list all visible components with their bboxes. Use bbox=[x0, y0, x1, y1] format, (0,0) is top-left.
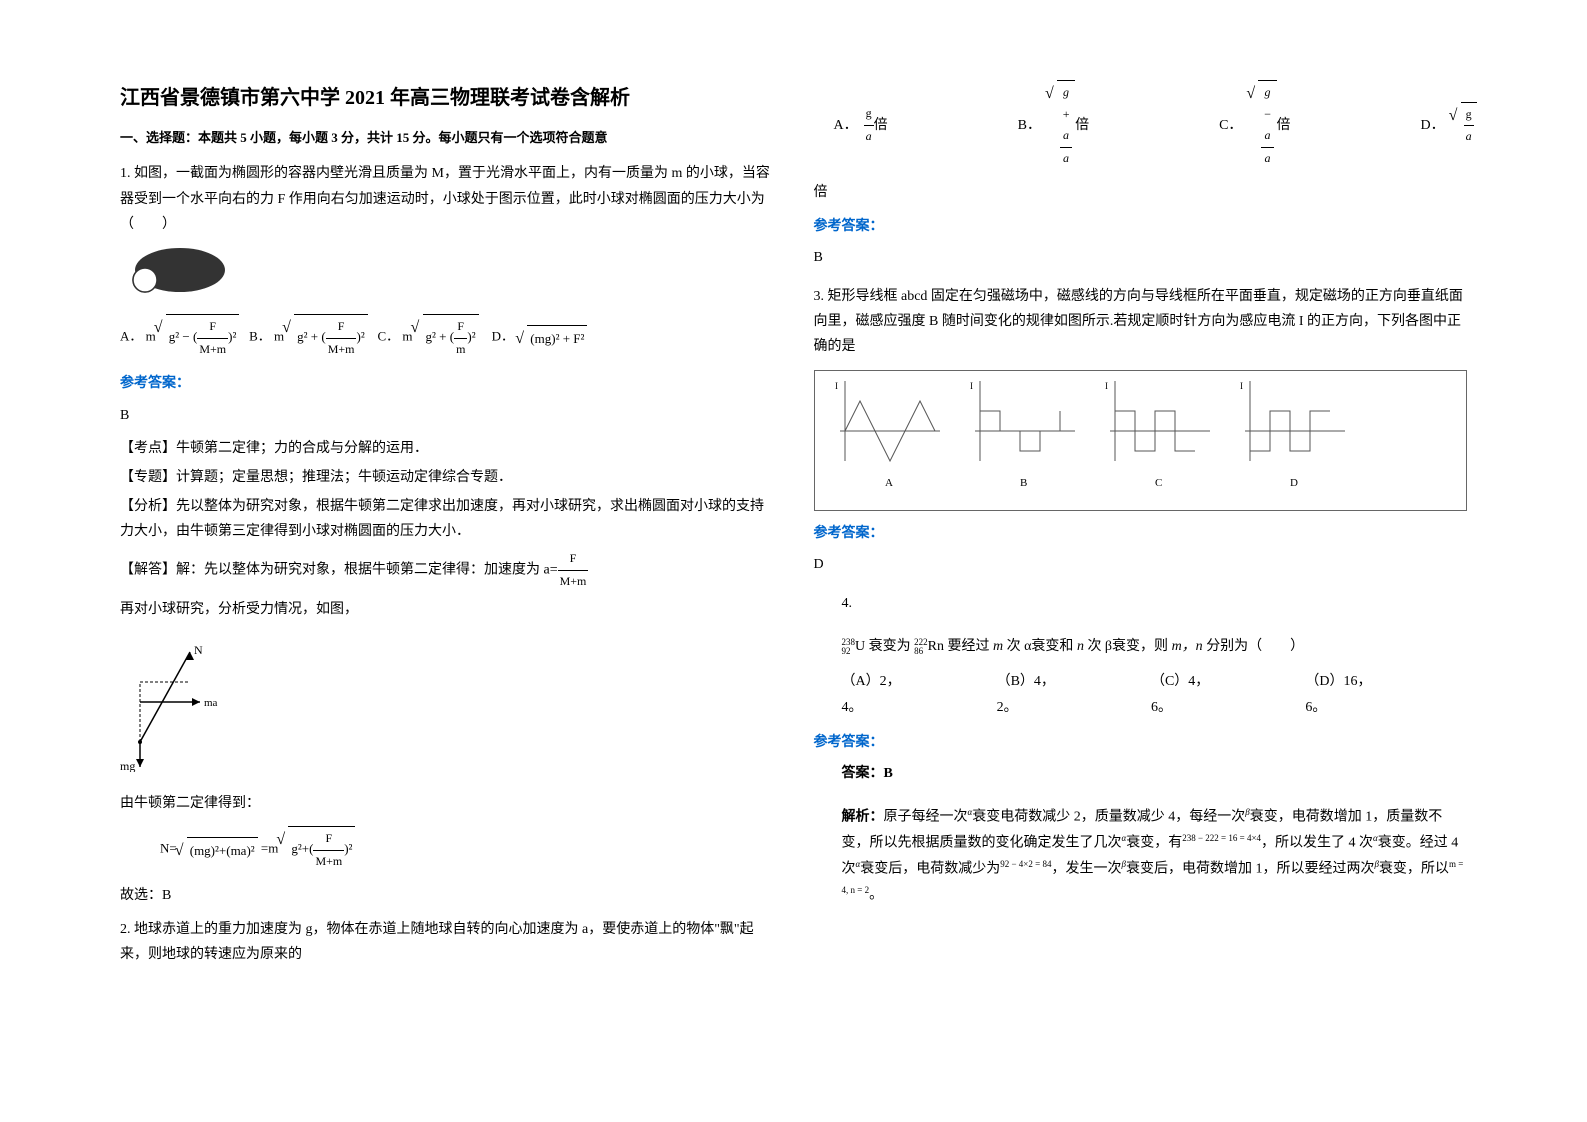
q1-figure bbox=[120, 245, 774, 304]
q3-answer: D bbox=[814, 552, 1468, 577]
q3-figure: I A I B I C bbox=[814, 370, 1468, 511]
q2-answer: B bbox=[814, 245, 1468, 270]
svg-text:ma: ma bbox=[204, 697, 218, 709]
svg-text:D: D bbox=[1290, 477, 1298, 489]
q2-bei: 倍 bbox=[814, 180, 1468, 205]
guxuan: 故选：B bbox=[120, 883, 774, 908]
section-header: 一、选择题：本题共 5 小题，每小题 3 分，共计 15 分。每小题只有一个选项… bbox=[120, 126, 774, 149]
q2-opt-b: B． g + aa 倍 bbox=[1018, 80, 1089, 170]
conclusion: 由牛顿第二定律得到： bbox=[120, 791, 774, 816]
q4-number: 4. bbox=[842, 591, 1468, 616]
question-4: 4. 23892U 衰变为 22286Rn 要经过 m 次 α衰变和 n 次 β… bbox=[814, 591, 1468, 908]
opt-c-label: C． bbox=[377, 329, 399, 344]
q4-opt-d: （D）16，6。 bbox=[1305, 669, 1387, 719]
svg-text:C: C bbox=[1155, 477, 1162, 489]
q4-opt-c: （C）4，6。 bbox=[1151, 669, 1225, 719]
kaodian: 【考点】牛顿第二定律；力的合成与分解的运用． bbox=[120, 436, 774, 461]
q2-opt-c: C． g − aa 倍 bbox=[1219, 80, 1290, 170]
svg-text:I: I bbox=[835, 381, 838, 391]
q2-answer-label: 参考答案： bbox=[814, 214, 1468, 239]
question-1: 1. 如图，一截面为椭圆形的容器内壁光滑且质量为 M，置于光滑水平面上，内有一质… bbox=[120, 161, 774, 908]
q4-answer: 答案：B bbox=[842, 761, 1468, 786]
q4-opt-b: （B）4，2。 bbox=[997, 669, 1071, 719]
q3-text: 3. 矩形导线框 abcd 固定在匀强磁场中，磁感线的方向与导线框所在平面垂直，… bbox=[814, 284, 1468, 360]
question-3: 3. 矩形导线框 abcd 固定在匀强磁场中，磁感线的方向与导线框所在平面垂直，… bbox=[814, 284, 1468, 577]
q4-text: 23892U 衰变为 22286Rn 要经过 m 次 α衰变和 n 次 β衰变，… bbox=[842, 634, 1468, 659]
svg-text:mg: mg bbox=[120, 759, 135, 772]
svg-text:A: A bbox=[885, 477, 893, 489]
question-2: 2. 地球赤道上的重力加速度为 g，物体在赤道上随地球自转的向心加速度为 a，要… bbox=[120, 917, 774, 967]
q1-options: A． mg² − (FM+m)² B． mg² + (FM+m)² C． mg²… bbox=[120, 314, 774, 361]
fenxi: 【分析】先以整体为研究对象，根据牛顿第二定律求出加速度，再对小球研究，求出椭圆面… bbox=[120, 494, 774, 544]
q4-opt-a: （A）2，4。 bbox=[842, 669, 917, 719]
force-diagram: N ma mg bbox=[120, 632, 774, 781]
svg-text:I: I bbox=[1105, 381, 1108, 391]
svg-text:I: I bbox=[1240, 381, 1243, 391]
answer-label: 参考答案： bbox=[120, 371, 774, 396]
opt-d-label: D． bbox=[492, 329, 514, 344]
svg-text:B: B bbox=[1020, 477, 1027, 489]
q4-options: （A）2，4。 （B）4，2。 （C）4，6。 （D）16，6。 bbox=[842, 669, 1468, 719]
svg-text:N: N bbox=[194, 643, 203, 657]
zhuanti: 【专题】计算题；定量思想；推理法；牛顿运动定律综合专题． bbox=[120, 465, 774, 490]
q4-answer-label: 参考答案： bbox=[814, 730, 1468, 755]
opt-b-label: B． bbox=[249, 329, 271, 344]
jieda: 【解答】解：先以整体为研究对象，根据牛顿第二定律得：加速度为 a=FM+m bbox=[120, 548, 774, 592]
q1-analysis: 【考点】牛顿第二定律；力的合成与分解的运用． 【专题】计算题；定量思想；推理法；… bbox=[120, 436, 774, 909]
left-column: 江西省景德镇市第六中学 2021 年高三物理联考试卷含解析 一、选择题：本题共 … bbox=[100, 80, 794, 1092]
q1-answer: B bbox=[120, 403, 774, 428]
q2-text: 2. 地球赤道上的重力加速度为 g，物体在赤道上随地球自转的向心加速度为 a，要… bbox=[120, 917, 774, 967]
q1-text: 1. 如图，一截面为椭圆形的容器内壁光滑且质量为 M，置于光滑水平面上，内有一质… bbox=[120, 161, 774, 237]
right-column: A． ga 倍 B． g + aa 倍 C． g − aa 倍 D． ga 倍 … bbox=[794, 80, 1488, 1092]
n-formula: N=(mg)²+(ma)² =mg²+(FM+m)² bbox=[160, 826, 774, 873]
q2-opt-d: D． ga bbox=[1421, 80, 1477, 170]
page-title: 江西省景德镇市第六中学 2021 年高三物理联考试卷含解析 bbox=[120, 80, 774, 116]
q3-answer-label: 参考答案： bbox=[814, 521, 1468, 546]
jieda2: 再对小球研究，分析受力情况，如图， bbox=[120, 597, 774, 622]
svg-text:I: I bbox=[970, 381, 973, 391]
q4-jiexi: 解析：原子每经一次α衰变电荷数减少 2，质量数减少 4，每经一次β衰变，电荷数增… bbox=[842, 804, 1468, 907]
opt-a-label: A． bbox=[120, 329, 142, 344]
q2-options: A． ga 倍 B． g + aa 倍 C． g − aa 倍 D． ga bbox=[834, 80, 1468, 170]
q2-opt-a: A． ga 倍 bbox=[834, 80, 888, 170]
